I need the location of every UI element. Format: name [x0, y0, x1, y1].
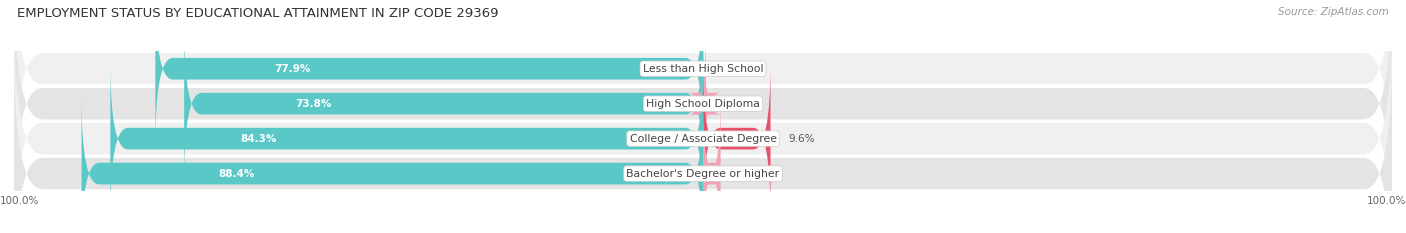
Text: 84.3%: 84.3% [240, 134, 277, 144]
Text: 73.8%: 73.8% [295, 99, 332, 109]
FancyBboxPatch shape [689, 27, 721, 180]
FancyBboxPatch shape [14, 14, 1392, 233]
Text: Less than High School: Less than High School [643, 64, 763, 74]
FancyBboxPatch shape [703, 62, 770, 215]
Text: 77.9%: 77.9% [274, 64, 311, 74]
FancyBboxPatch shape [110, 62, 703, 215]
Text: 9.6%: 9.6% [787, 134, 814, 144]
Text: Bachelor's Degree or higher: Bachelor's Degree or higher [627, 169, 779, 178]
Text: Source: ZipAtlas.com: Source: ZipAtlas.com [1278, 7, 1389, 17]
FancyBboxPatch shape [14, 49, 1392, 233]
Text: EMPLOYMENT STATUS BY EDUCATIONAL ATTAINMENT IN ZIP CODE 29369: EMPLOYMENT STATUS BY EDUCATIONAL ATTAINM… [17, 7, 498, 20]
Text: 2.5%: 2.5% [738, 169, 765, 178]
Text: College / Associate Degree: College / Associate Degree [630, 134, 776, 144]
Text: 0.4%: 0.4% [723, 99, 749, 109]
FancyBboxPatch shape [184, 27, 703, 180]
Text: 0.0%: 0.0% [721, 64, 747, 74]
FancyBboxPatch shape [14, 0, 1392, 193]
Text: 88.4%: 88.4% [219, 169, 254, 178]
FancyBboxPatch shape [703, 97, 721, 233]
Text: 100.0%: 100.0% [1367, 196, 1406, 206]
FancyBboxPatch shape [155, 0, 703, 145]
Text: High School Diploma: High School Diploma [647, 99, 759, 109]
FancyBboxPatch shape [14, 0, 1392, 228]
Text: 100.0%: 100.0% [0, 196, 39, 206]
FancyBboxPatch shape [82, 97, 703, 233]
